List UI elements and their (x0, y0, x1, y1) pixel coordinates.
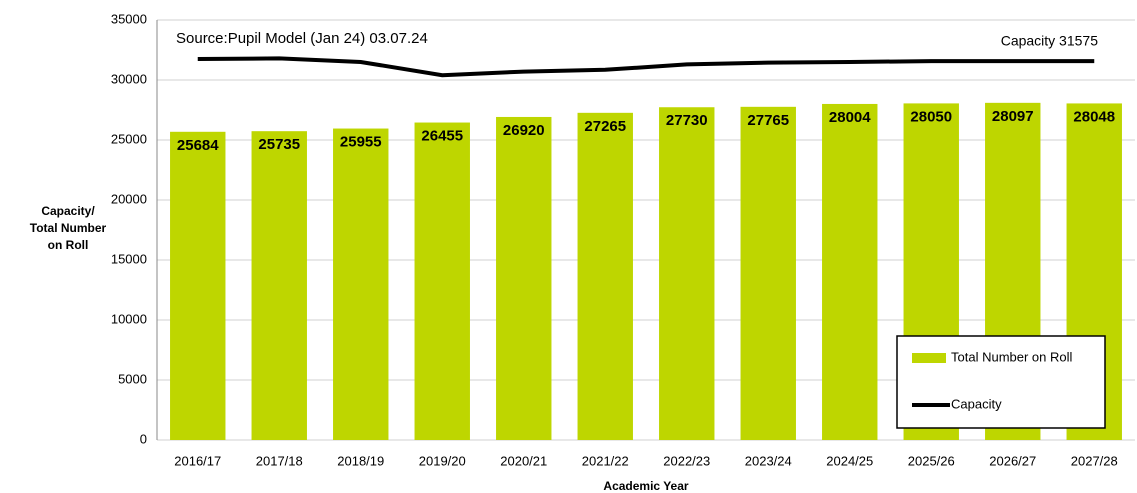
x-axis-title: Academic Year (603, 479, 689, 493)
y-tick-label: 0 (140, 431, 147, 446)
data-label: 28048 (1073, 108, 1115, 125)
legend-box (896, 335, 1106, 429)
legend-label: Capacity (951, 396, 1002, 411)
data-label: 27265 (584, 118, 626, 135)
data-label: 28004 (829, 109, 871, 126)
x-tick-label: 2019/20 (419, 453, 466, 468)
capacity-line (197, 56, 1095, 78)
data-label: 27730 (666, 112, 708, 129)
y-tick-label: 15000 (111, 251, 147, 266)
bar (740, 106, 796, 440)
y-tick-label: 30000 (111, 71, 147, 86)
bar (333, 128, 389, 441)
bar (822, 103, 878, 441)
y-tick-label: 20000 (111, 191, 147, 206)
data-label: 26455 (421, 128, 463, 145)
data-label: 26920 (503, 122, 545, 139)
x-tick-label: 2025/26 (908, 453, 955, 468)
x-tick-label: 2024/25 (826, 453, 873, 468)
x-tick-label: 2018/19 (337, 453, 384, 468)
y-axis-title: Total Number (30, 221, 107, 235)
y-axis-title: on Roll (48, 238, 89, 252)
data-label: 25684 (177, 137, 219, 154)
data-label: 28050 (910, 108, 952, 125)
y-axis-title: Capacity/ (41, 204, 95, 218)
bar (251, 131, 307, 440)
bar (170, 131, 226, 441)
x-tick-label: 2020/21 (500, 453, 547, 468)
bar (414, 122, 470, 440)
y-tick-label: 25000 (111, 131, 147, 146)
x-tick-label: 2017/18 (256, 453, 303, 468)
y-tick-label: 5000 (118, 371, 147, 386)
x-tick-label: 2021/22 (582, 453, 629, 468)
legend-swatch (912, 353, 946, 363)
x-tick-label: 2026/27 (989, 453, 1036, 468)
legend-label: Total Number on Roll (951, 349, 1072, 364)
x-tick-label: 2027/28 (1071, 453, 1118, 468)
x-tick-label: 2022/23 (663, 453, 710, 468)
data-label: 25735 (258, 136, 300, 153)
data-label: 28097 (992, 108, 1034, 125)
data-label: 27765 (747, 112, 789, 129)
x-tick-label: 2023/24 (745, 453, 792, 468)
bar (577, 112, 633, 440)
bar (659, 107, 715, 441)
y-tick-label: 10000 (111, 311, 147, 326)
y-tick-label: 35000 (111, 11, 147, 26)
capacity-annotation: Capacity 31575 (1001, 33, 1099, 49)
source-annotation: Source:Pupil Model (Jan 24) 03.07.24 (176, 30, 428, 47)
bar (496, 116, 552, 441)
x-tick-label: 2016/17 (174, 453, 221, 468)
data-label: 25955 (340, 134, 382, 151)
